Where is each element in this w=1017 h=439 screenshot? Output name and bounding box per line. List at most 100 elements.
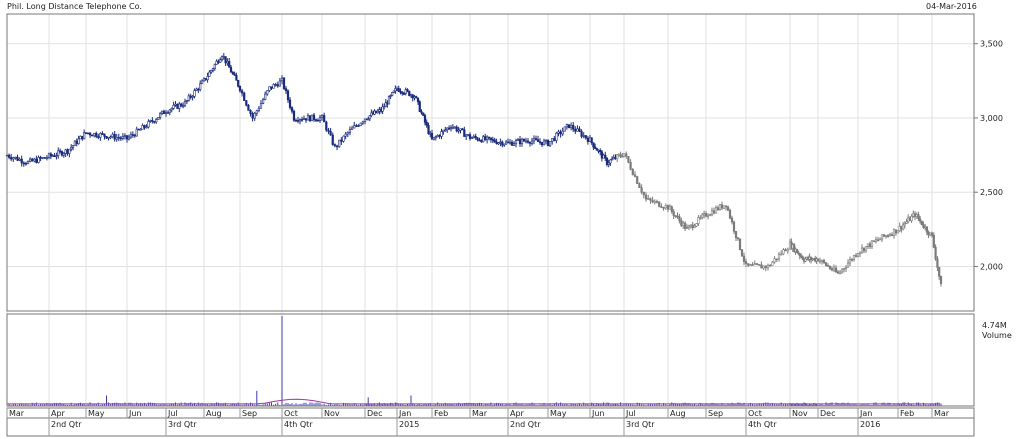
price-candle-body bbox=[886, 235, 890, 237]
price-candle-body bbox=[755, 263, 759, 265]
price-candle-body bbox=[199, 83, 202, 90]
price-candle-body bbox=[316, 119, 320, 122]
price-candle-body bbox=[882, 234, 886, 237]
price-candle-body bbox=[864, 246, 868, 252]
price-candle-body bbox=[497, 142, 500, 145]
price-candle-body bbox=[264, 93, 267, 100]
price-candle-body bbox=[884, 235, 888, 237]
price-candle-body bbox=[323, 114, 326, 123]
price-candle-body bbox=[133, 134, 136, 137]
price-candle-body bbox=[771, 261, 774, 266]
price-candle-body bbox=[629, 161, 632, 170]
month-label: May bbox=[550, 409, 567, 418]
price-candle-body bbox=[927, 231, 930, 236]
price-candle-body bbox=[430, 132, 434, 140]
price-candle-body bbox=[903, 223, 906, 226]
price-candle-body bbox=[180, 103, 183, 107]
price-candle-body bbox=[22, 162, 25, 165]
price-candle-body bbox=[436, 135, 439, 138]
price-candle-body bbox=[406, 89, 409, 92]
price-candle-body bbox=[109, 136, 112, 139]
price-candle-body bbox=[489, 137, 493, 140]
price-candle-body bbox=[331, 134, 334, 145]
price-candle-body bbox=[422, 112, 425, 116]
price-candle-body bbox=[35, 158, 38, 163]
month-label: Aug bbox=[670, 409, 686, 418]
price-candle-body bbox=[442, 129, 445, 132]
price-candle-body bbox=[888, 234, 892, 237]
price-candle-body bbox=[820, 260, 824, 262]
price-candle-body bbox=[455, 126, 458, 132]
price-candle-body bbox=[563, 126, 566, 132]
price-candle-body bbox=[932, 234, 935, 248]
price-candle-body bbox=[286, 90, 290, 101]
price-candle-body bbox=[333, 144, 337, 147]
price-candle-body bbox=[401, 91, 404, 94]
price-candle-body bbox=[503, 143, 506, 146]
price-candle-body bbox=[155, 119, 158, 123]
price-candle-body bbox=[534, 138, 538, 140]
price-candle-body bbox=[220, 56, 224, 61]
price-candle-body bbox=[930, 232, 934, 236]
price-candle-body bbox=[300, 119, 304, 121]
price-candle-body bbox=[266, 90, 269, 95]
price-candle-body bbox=[49, 153, 52, 157]
price-candle-body bbox=[491, 139, 494, 141]
price-candle-body bbox=[939, 276, 943, 284]
price-candle-body bbox=[557, 131, 560, 134]
price-candle-body bbox=[567, 124, 571, 129]
price-candle-body bbox=[195, 88, 198, 91]
price-candle-body bbox=[121, 136, 124, 139]
price-candle-body bbox=[166, 112, 170, 114]
price-candle-body bbox=[868, 243, 872, 248]
price-candle-body bbox=[574, 128, 577, 132]
price-candle-body bbox=[129, 134, 133, 138]
price-candle-body bbox=[685, 227, 689, 229]
price-candle-body bbox=[292, 110, 296, 121]
price-candle-body bbox=[226, 61, 229, 64]
price-candle-body bbox=[314, 119, 318, 121]
month-label: Feb bbox=[900, 409, 914, 418]
price-candle-body bbox=[193, 90, 196, 97]
price-candle-body bbox=[397, 88, 400, 92]
price-candle-body bbox=[894, 229, 898, 234]
price-candle-body bbox=[425, 122, 428, 126]
period-label: 3rd Qtr bbox=[626, 420, 655, 429]
price-candle-body bbox=[238, 86, 242, 92]
chart-date: 04-Mar-2016 bbox=[926, 2, 977, 11]
price-candle-body bbox=[288, 99, 292, 108]
price-candle-body bbox=[91, 134, 94, 137]
price-candle-body bbox=[512, 143, 516, 146]
price-candle-body bbox=[553, 138, 556, 141]
price-candle-body bbox=[726, 206, 730, 211]
price-candle-body bbox=[878, 238, 882, 241]
month-label: Nov bbox=[792, 409, 808, 418]
price-candle-body bbox=[506, 141, 510, 144]
price-candle-body bbox=[842, 268, 846, 270]
period-label: 2016 bbox=[860, 420, 880, 429]
price-candle-body bbox=[758, 264, 761, 266]
price-candle-body bbox=[145, 126, 148, 129]
price-candle-body bbox=[474, 135, 477, 139]
price-candle-body bbox=[530, 140, 534, 144]
price-candle-body bbox=[860, 247, 864, 253]
price-candle-body bbox=[123, 135, 127, 137]
price-candle-body bbox=[668, 206, 671, 210]
price-candle-body bbox=[8, 154, 11, 158]
price-candle-body bbox=[176, 103, 179, 109]
price-candle-body bbox=[542, 140, 546, 146]
price-candle-body bbox=[261, 99, 265, 104]
price-candle-body bbox=[420, 111, 423, 114]
price-candle-body bbox=[468, 134, 472, 139]
price-candle-body bbox=[599, 150, 602, 153]
price-candle-body bbox=[73, 140, 76, 146]
price-candle-body bbox=[484, 136, 487, 141]
price-candle-body bbox=[858, 251, 862, 254]
price-candle-body bbox=[159, 113, 162, 118]
price-candle-body bbox=[235, 75, 238, 81]
price-candle-body bbox=[722, 205, 726, 209]
price-candle-body bbox=[905, 221, 908, 224]
price-candle-body bbox=[12, 157, 15, 160]
price-candle-body bbox=[423, 115, 427, 123]
price-candle-body bbox=[147, 121, 150, 128]
